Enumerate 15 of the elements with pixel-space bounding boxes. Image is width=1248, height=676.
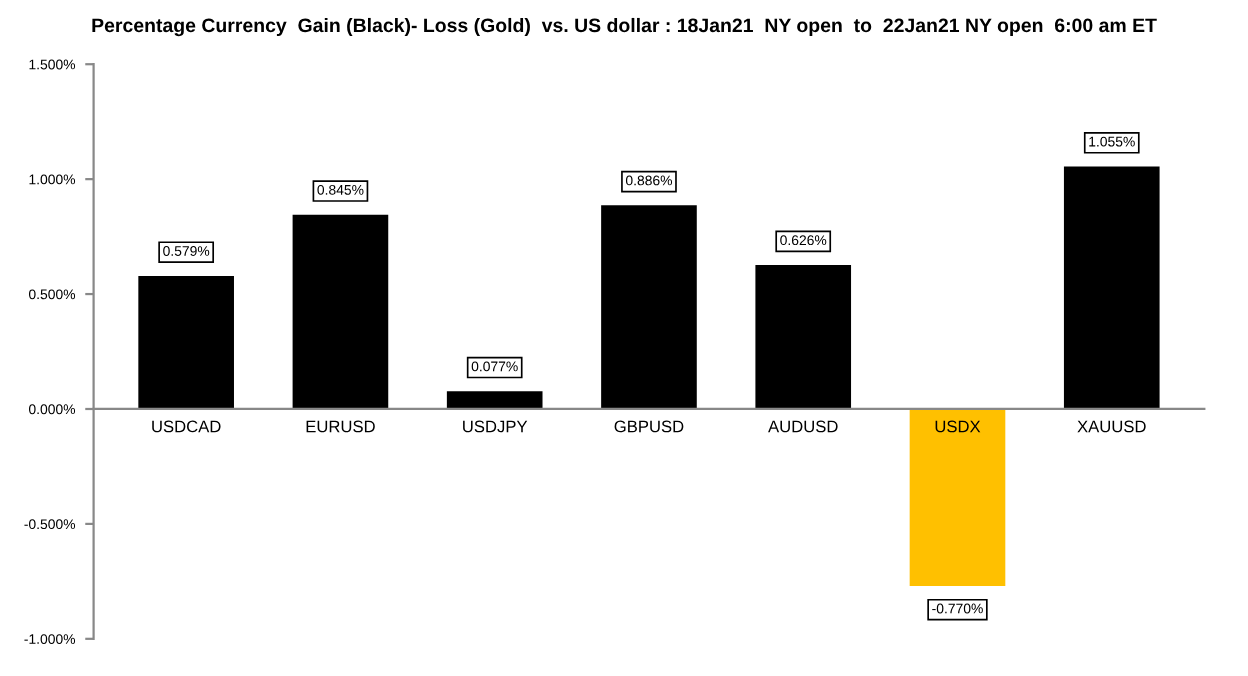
x-tick-label: USDJPY [463,420,528,433]
x-tick-label: AUDUSD [768,420,838,433]
x-tick-label: EURUSD [306,420,375,433]
x-tick-label: USDCAD [152,420,221,433]
bar [446,391,543,409]
bar [755,265,852,409]
chart-title: Percentage Currency Gain (Black)- Loss (Gold) vs. US dollar : 18Jan21 NY open to 22Jan21 NY open 6:00 am ET [92,17,1157,37]
bar [138,275,234,409]
x-tick-label: GBPUSD [614,420,684,433]
bar [601,205,697,409]
bar [1063,166,1160,409]
bar [909,408,1006,586]
x-tick-label: XAUUSD [1077,420,1146,433]
bar [292,214,389,409]
x-tick-label: USDX [935,420,981,433]
